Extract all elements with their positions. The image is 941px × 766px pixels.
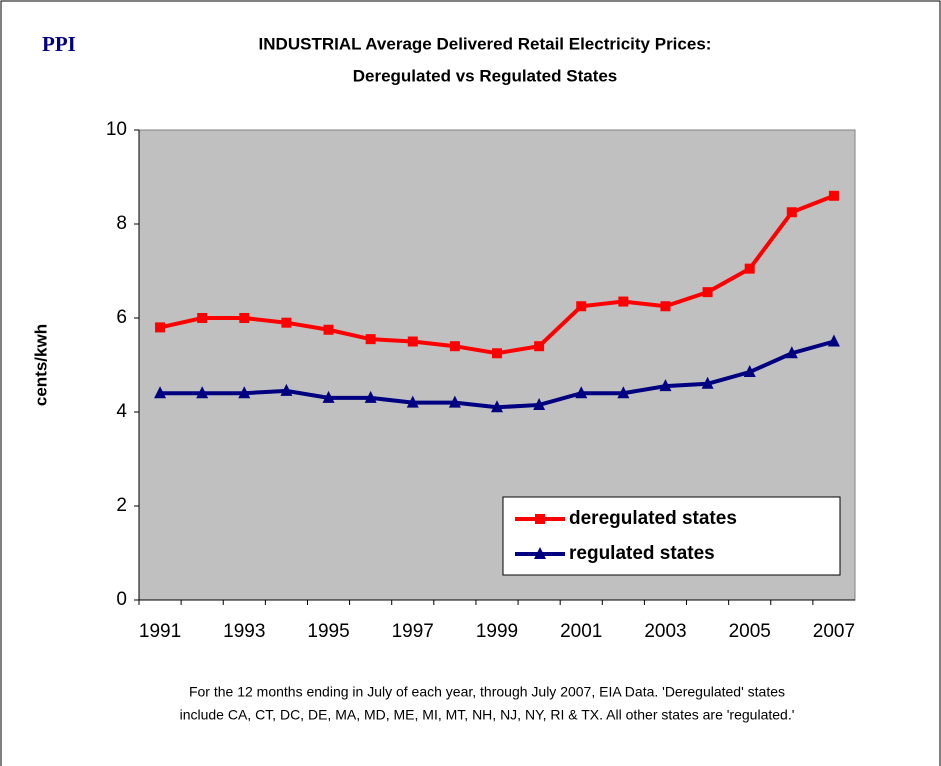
marker bbox=[365, 334, 376, 345]
y-tick-label: 0 bbox=[116, 589, 127, 610]
marker bbox=[618, 296, 629, 307]
marker bbox=[492, 348, 502, 359]
x-tick-label: 1993 bbox=[223, 621, 265, 642]
marker bbox=[196, 386, 209, 399]
marker bbox=[786, 207, 797, 218]
marker bbox=[280, 383, 293, 396]
footnote: include CA, CT, DC, DE, MA, MD, ME, MI, … bbox=[180, 707, 795, 723]
marker bbox=[281, 317, 292, 328]
marker bbox=[576, 301, 587, 312]
chart-title: Deregulated vs Regulated States bbox=[353, 66, 618, 85]
x-tick-label: 2005 bbox=[729, 621, 771, 642]
x-tick-label: 2001 bbox=[560, 621, 602, 642]
marker bbox=[744, 263, 755, 274]
marker bbox=[535, 514, 545, 524]
footnote: For the 12 months ending in July of each… bbox=[189, 684, 785, 700]
marker bbox=[449, 341, 460, 352]
marker bbox=[743, 365, 756, 378]
x-tick-label: 1995 bbox=[307, 621, 349, 642]
marker bbox=[617, 386, 630, 399]
marker bbox=[701, 376, 714, 389]
marker bbox=[702, 287, 713, 298]
y-tick-label: 4 bbox=[116, 401, 127, 422]
marker bbox=[785, 346, 798, 359]
marker bbox=[322, 390, 335, 403]
marker bbox=[660, 301, 671, 312]
marker bbox=[533, 397, 546, 410]
marker bbox=[407, 336, 418, 347]
marker bbox=[575, 386, 588, 399]
marker bbox=[534, 547, 546, 559]
x-tick-label: 2007 bbox=[813, 621, 855, 642]
marker bbox=[239, 313, 250, 323]
marker bbox=[155, 322, 166, 333]
x-tick-label: 1999 bbox=[476, 621, 518, 642]
legend-label: deregulated states bbox=[569, 508, 737, 529]
x-tick-label: 1997 bbox=[392, 621, 434, 642]
logo: PPI bbox=[42, 32, 76, 56]
y-tick-label: 6 bbox=[116, 307, 127, 328]
marker bbox=[364, 390, 377, 403]
x-tick-label: 2003 bbox=[644, 621, 686, 642]
marker bbox=[448, 395, 461, 408]
legend-box bbox=[502, 496, 841, 576]
chart-title: INDUSTRIAL Average Delivered Retail Elec… bbox=[259, 34, 712, 53]
marker bbox=[534, 341, 545, 352]
marker bbox=[238, 386, 251, 399]
y-tick-label: 8 bbox=[116, 213, 127, 234]
marker bbox=[197, 313, 208, 323]
legend-label: regulated states bbox=[569, 543, 715, 564]
x-tick-label: 1991 bbox=[139, 621, 181, 642]
marker bbox=[323, 324, 334, 335]
y-axis-label: cents/kwh bbox=[31, 324, 50, 406]
marker bbox=[659, 379, 672, 392]
y-tick-label: 2 bbox=[116, 495, 127, 516]
marker bbox=[828, 190, 839, 201]
marker bbox=[406, 395, 419, 408]
marker bbox=[491, 400, 503, 413]
y-tick-label: 10 bbox=[106, 119, 127, 140]
marker bbox=[827, 334, 840, 347]
marker bbox=[154, 386, 167, 399]
